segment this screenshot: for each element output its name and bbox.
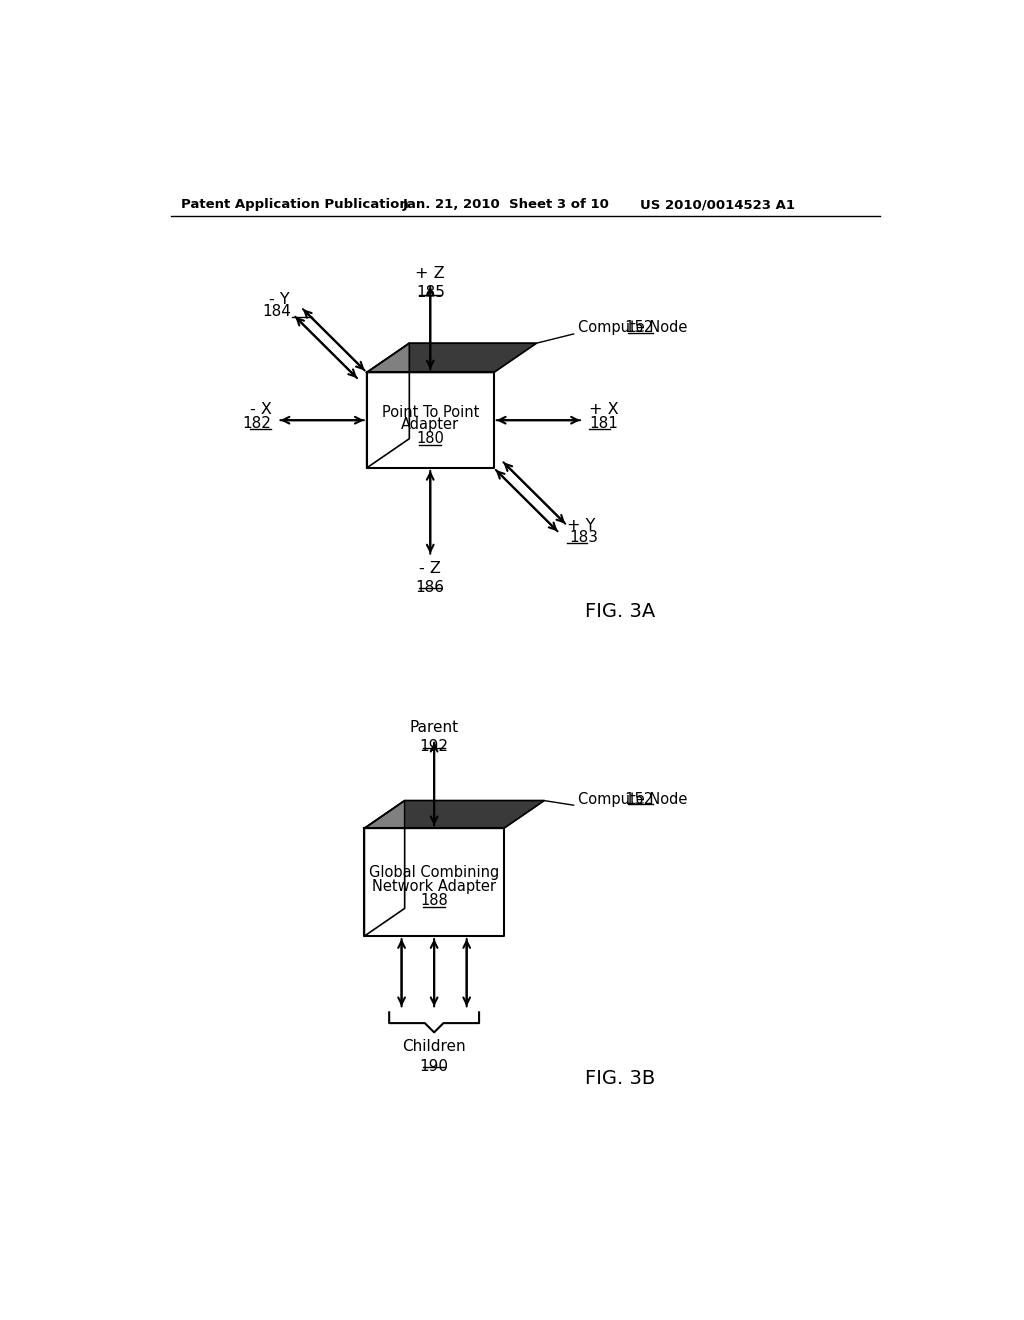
Text: Global Combining: Global Combining: [369, 866, 500, 880]
Text: 180: 180: [417, 432, 444, 446]
Text: 184: 184: [263, 304, 292, 319]
Text: 181: 181: [589, 416, 618, 430]
Text: - Z: - Z: [419, 561, 441, 577]
Text: Adapter: Adapter: [401, 417, 460, 433]
Text: 192: 192: [420, 739, 449, 754]
Text: US 2010/0014523 A1: US 2010/0014523 A1: [640, 198, 795, 211]
Text: + Y: + Y: [567, 517, 596, 533]
Text: Network Adapter: Network Adapter: [372, 879, 496, 894]
Polygon shape: [365, 800, 544, 829]
Text: - X: - X: [250, 401, 271, 417]
Text: FIG. 3A: FIG. 3A: [586, 602, 655, 620]
Text: FIG. 3B: FIG. 3B: [586, 1069, 655, 1088]
Text: Compute Node: Compute Node: [578, 792, 687, 807]
Text: + Z: + Z: [416, 265, 445, 281]
Text: Parent: Parent: [410, 719, 459, 735]
Polygon shape: [365, 829, 504, 936]
Text: Children: Children: [402, 1039, 466, 1053]
Text: 183: 183: [569, 531, 598, 545]
Text: 188: 188: [420, 894, 449, 908]
Polygon shape: [365, 800, 404, 936]
Text: - Y: - Y: [269, 292, 290, 308]
Text: 190: 190: [420, 1059, 449, 1073]
Polygon shape: [367, 343, 410, 469]
Text: Compute Node: Compute Node: [578, 321, 687, 335]
Text: 185: 185: [416, 285, 444, 301]
Text: Patent Application Publication: Patent Application Publication: [180, 198, 409, 211]
Text: Jan. 21, 2010  Sheet 3 of 10: Jan. 21, 2010 Sheet 3 of 10: [403, 198, 610, 211]
Text: + X: + X: [589, 401, 618, 417]
Text: 182: 182: [243, 416, 271, 430]
Text: 152: 152: [616, 792, 653, 807]
Text: Point To Point: Point To Point: [382, 405, 479, 420]
Polygon shape: [367, 372, 494, 469]
Text: 186: 186: [416, 579, 444, 594]
Polygon shape: [367, 343, 537, 372]
Text: 152: 152: [616, 321, 653, 335]
